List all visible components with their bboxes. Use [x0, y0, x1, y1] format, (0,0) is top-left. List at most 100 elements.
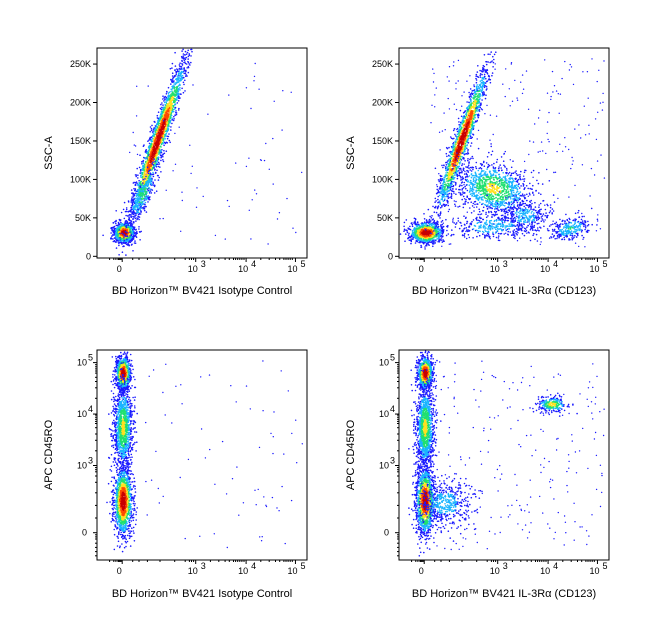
data-point: [115, 236, 118, 238]
data-point: [491, 72, 494, 74]
data-point: [160, 103, 162, 106]
data-point: [157, 150, 159, 153]
data-point: [160, 140, 163, 142]
data-point: [207, 113, 209, 115]
data-point: [174, 51, 176, 54]
data-point: [135, 233, 137, 236]
data-point: [487, 53, 490, 55]
data-point: [475, 75, 478, 77]
data-point: [179, 62, 181, 64]
data-point: [115, 247, 118, 249]
data-point: [248, 209, 250, 211]
data-point: [191, 50, 193, 53]
data-point: [410, 239, 412, 242]
data-point: [178, 77, 181, 79]
data-point: [259, 159, 262, 161]
data-point: [403, 225, 405, 228]
data-point: [412, 237, 415, 239]
data-point: [162, 95, 164, 97]
data-point: [254, 189, 256, 191]
data-point: [475, 73, 478, 76]
data-point: [158, 151, 160, 154]
data-point: [135, 175, 137, 178]
data-point: [143, 167, 145, 170]
data-point: [427, 208, 430, 211]
data-point: [427, 226, 430, 229]
data-point: [141, 167, 144, 169]
data-point: [122, 208, 125, 211]
data-point: [281, 129, 283, 131]
data-point: [413, 221, 416, 223]
data-point: [442, 182, 444, 185]
data-point: [137, 195, 140, 198]
data-point: [440, 235, 442, 238]
data-point: [159, 166, 161, 168]
data-point: [131, 243, 133, 246]
data-point: [131, 204, 134, 206]
data-point: [115, 222, 117, 225]
data-point: [445, 234, 448, 237]
data-point: [120, 229, 122, 232]
data-point: [131, 198, 133, 200]
data-point: [181, 199, 183, 202]
data-point: [432, 239, 434, 242]
data-point: [161, 137, 163, 139]
data-point: [169, 116, 172, 118]
data-point: [141, 194, 143, 197]
data-point: [120, 211, 123, 214]
data-point: [426, 237, 429, 240]
data-point: [228, 205, 230, 208]
data-point: [163, 101, 166, 104]
x-tick-exponent: 3: [201, 259, 206, 269]
data-point: [142, 203, 144, 205]
data-point: [157, 179, 160, 181]
data-point: [135, 195, 138, 197]
data-point: [154, 165, 156, 167]
data-point: [117, 241, 120, 243]
data-point: [426, 235, 429, 237]
data-point: [138, 179, 140, 182]
data-point: [435, 235, 438, 238]
data-point: [159, 149, 162, 152]
data-point: [167, 106, 169, 109]
data-point: [433, 235, 436, 237]
data-point: [159, 115, 161, 117]
x-tick-label: 10: [188, 264, 198, 274]
data-point: [422, 232, 424, 235]
data-point: [171, 111, 174, 113]
data-point: [437, 198, 439, 201]
data-point: [139, 213, 142, 215]
data-point: [166, 137, 169, 140]
data-point: [142, 164, 144, 167]
data-point: [420, 246, 423, 248]
data-point: [126, 235, 129, 237]
data-point: [427, 228, 429, 231]
data-point: [413, 217, 416, 220]
data-point: [167, 128, 170, 130]
data-point: [429, 215, 431, 218]
data-point: [118, 235, 121, 237]
data-point: [183, 57, 185, 60]
data-point: [132, 221, 135, 223]
data-point: [137, 177, 139, 179]
data-point: [187, 60, 189, 63]
data-point: [115, 220, 117, 223]
data-point: [132, 196, 135, 198]
data-point: [183, 67, 185, 69]
data-point: [122, 241, 125, 244]
data-point: [115, 238, 117, 240]
data-point: [134, 203, 137, 205]
data-point: [119, 219, 122, 221]
data-point: [166, 103, 169, 106]
data-point: [128, 244, 130, 247]
data-point: [429, 227, 432, 229]
data-point: [153, 145, 155, 148]
data-point: [160, 171, 162, 173]
data-point: [173, 93, 176, 95]
data-point: [407, 237, 409, 240]
data-point: [145, 152, 148, 154]
data-point: [175, 93, 177, 96]
data-point: [120, 224, 123, 227]
data-point: [168, 133, 170, 135]
data-point: [432, 233, 434, 235]
